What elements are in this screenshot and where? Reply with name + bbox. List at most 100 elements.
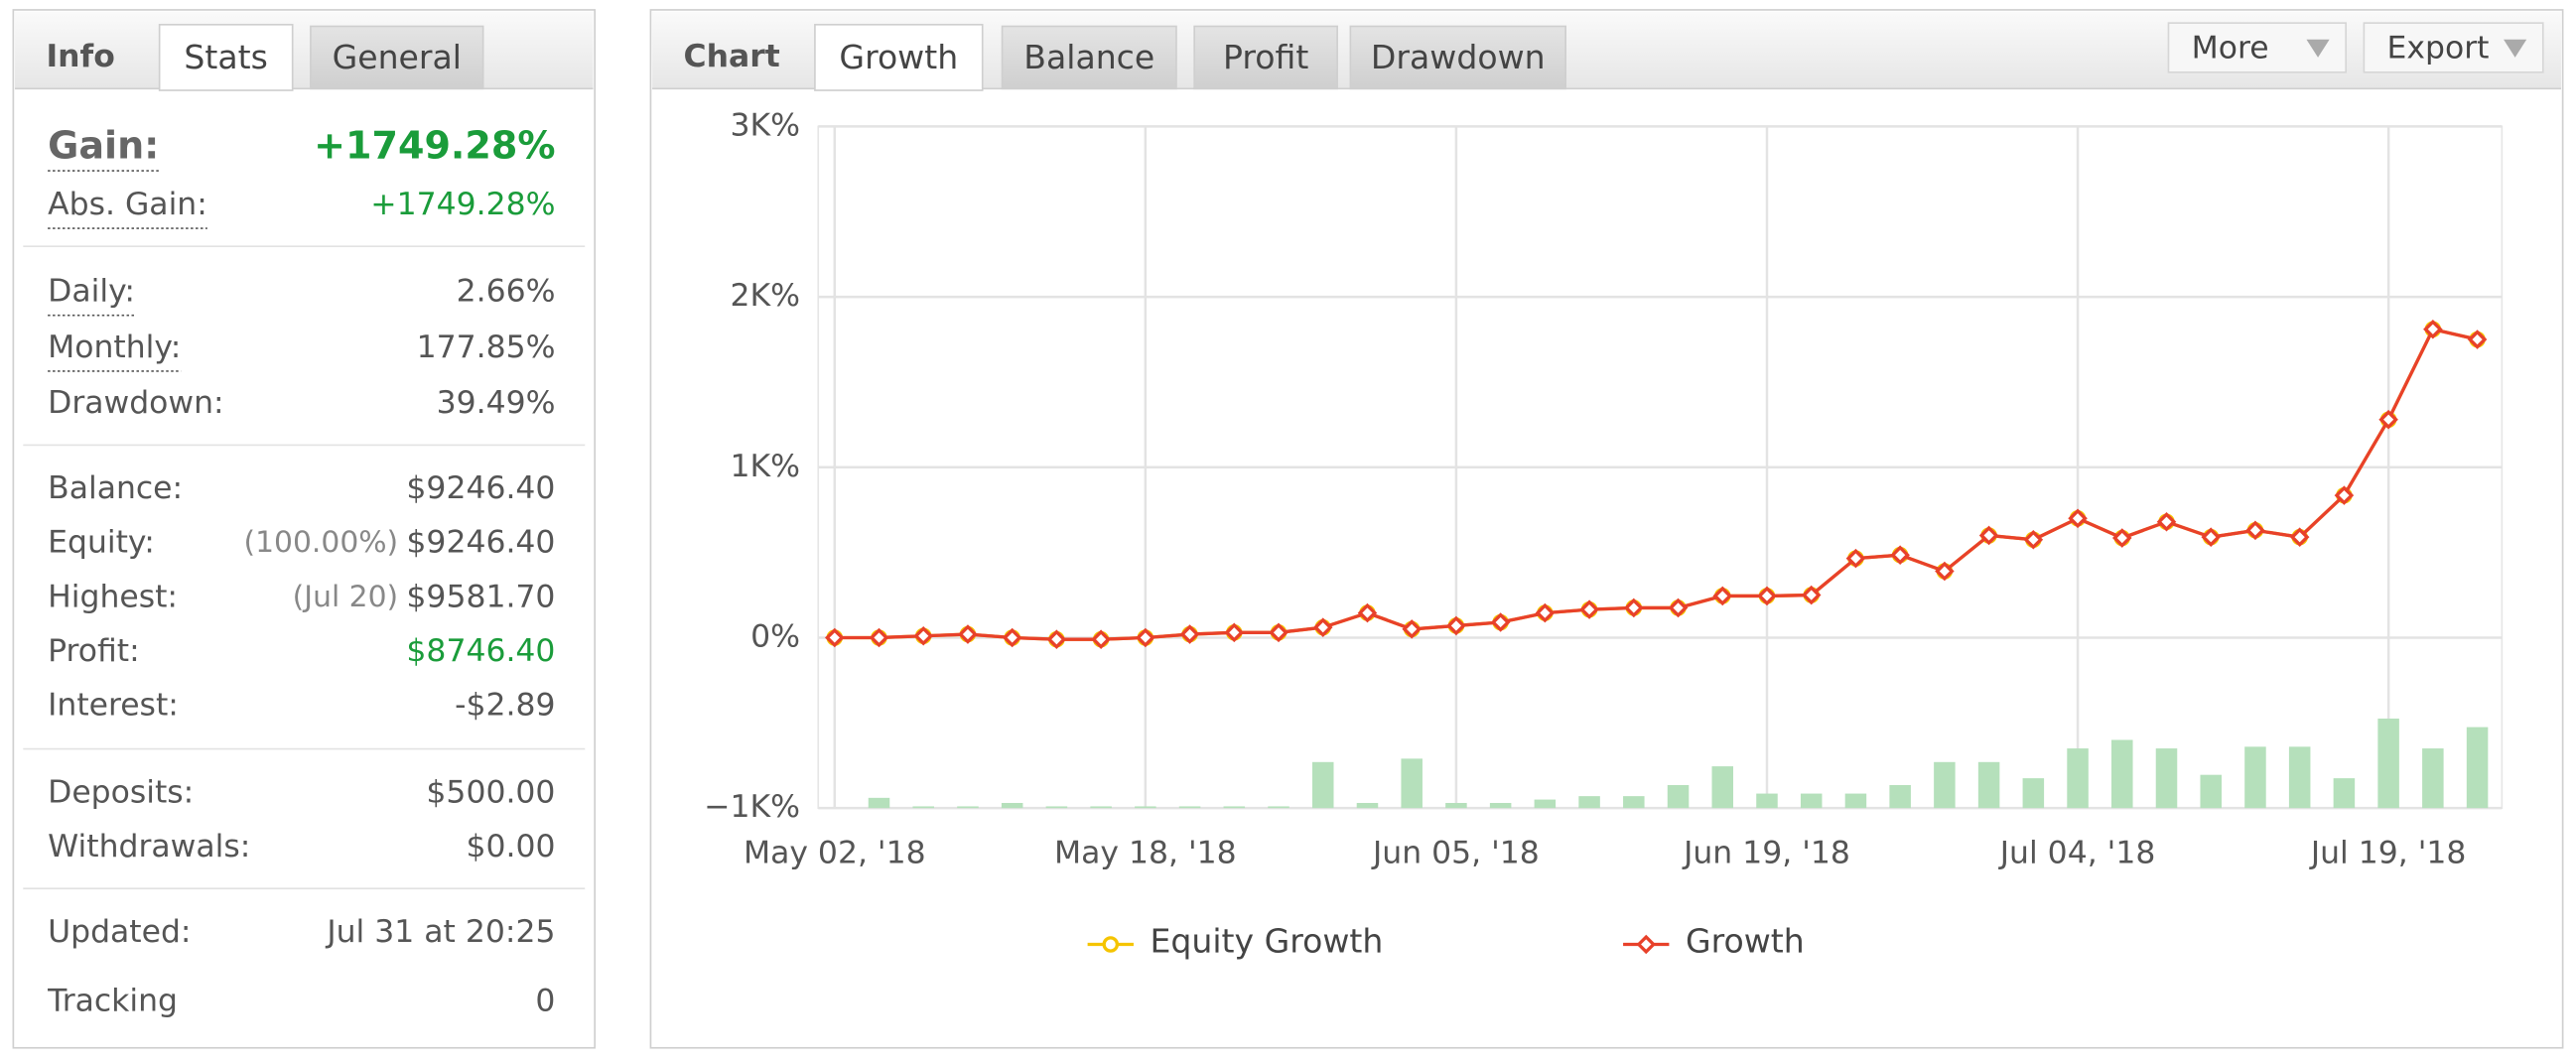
tab-label[interactable]: Stats — [184, 38, 267, 76]
point — [1490, 612, 1511, 632]
stat-value: $0.00 — [466, 829, 555, 864]
legend-label[interactable]: Equity Growth — [1150, 921, 1383, 960]
stat-value: $8746.40 — [406, 633, 555, 669]
tab[interactable] — [1349, 25, 1566, 90]
stat-label: Gain: — [48, 123, 159, 167]
bar — [2200, 774, 2222, 809]
bar — [1001, 803, 1023, 809]
button-label[interactable]: Export — [2387, 31, 2490, 66]
stat-label: Equity: — [48, 525, 155, 561]
bar — [2422, 748, 2444, 809]
legend-label[interactable]: Growth — [1686, 921, 1805, 960]
stat-label: Withdrawals: — [48, 829, 250, 864]
bar — [1756, 793, 1778, 809]
tab-label[interactable]: Balance — [1023, 38, 1154, 76]
y-tick-label: 1K% — [731, 449, 801, 484]
point — [2245, 520, 2265, 541]
bar — [1800, 793, 1823, 809]
bar — [2067, 748, 2089, 809]
bar — [1934, 761, 1956, 809]
point — [1179, 624, 1200, 644]
stat-value: 0 — [535, 983, 555, 1018]
point — [1224, 622, 1245, 643]
point — [1357, 602, 1378, 623]
stat-label: Interest: — [48, 688, 179, 724]
bar — [2155, 748, 2178, 809]
point — [1935, 561, 1955, 582]
bar — [1356, 803, 1379, 809]
tab[interactable] — [814, 23, 984, 91]
stat-label: Deposits: — [48, 774, 194, 810]
panel-title: Chart — [684, 39, 780, 74]
bar — [2377, 719, 2399, 809]
point — [1136, 627, 1155, 648]
stat-label: Abs. Gain: — [48, 187, 207, 222]
point — [2201, 527, 2222, 547]
bar — [1489, 803, 1512, 809]
stat-label: Daily: — [48, 274, 135, 310]
y-tick-label: 0% — [750, 618, 800, 654]
bar — [1223, 806, 1246, 809]
stat-value: Jul 31 at 20:25 — [325, 914, 555, 950]
point — [2467, 330, 2488, 349]
tab[interactable] — [1193, 25, 1338, 90]
bar — [2288, 746, 2311, 809]
stat-value: 2.66% — [457, 274, 556, 310]
y-tick-label: 3K% — [731, 107, 801, 143]
point — [1446, 615, 1466, 636]
point — [1402, 619, 1422, 639]
bar — [1090, 806, 1112, 809]
info-header — [15, 11, 594, 89]
point — [958, 624, 978, 644]
point — [1312, 617, 1333, 637]
point — [1978, 525, 1999, 546]
stat-label: Profit: — [48, 633, 140, 669]
stat-value: $9581.70 — [406, 579, 555, 614]
x-tick-label: Jul 19, '18 — [2309, 835, 2467, 870]
tab-label[interactable]: Profit — [1223, 38, 1308, 76]
tab[interactable] — [1001, 25, 1177, 90]
bar — [1445, 803, 1467, 809]
tab-label[interactable]: Growth — [839, 38, 958, 76]
legend-marker — [1636, 934, 1657, 955]
point — [2023, 529, 2044, 550]
bar — [1534, 799, 1557, 809]
point — [2423, 319, 2443, 339]
stat-label: Highest: — [48, 579, 178, 614]
dropdown-arrow[interactable] — [2504, 39, 2527, 58]
point — [913, 625, 934, 646]
stat-value: -$2.89 — [455, 688, 555, 724]
button-label[interactable]: More — [2192, 31, 2269, 66]
tab[interactable] — [158, 23, 294, 91]
point — [1890, 545, 1910, 565]
info-panel — [12, 9, 597, 1049]
bar — [2466, 727, 2489, 809]
stat-label: Tracking — [47, 983, 178, 1018]
bar — [1268, 806, 1289, 809]
bar — [912, 806, 934, 809]
stat-note: (100.00%) — [243, 525, 398, 560]
stat-value: 177.85% — [417, 330, 556, 365]
tab[interactable] — [310, 25, 484, 90]
bar — [1578, 796, 1600, 809]
stat-value: $9246.40 — [406, 470, 555, 506]
bar — [1178, 806, 1201, 809]
bar — [1711, 766, 1734, 809]
tab-label[interactable]: General — [333, 38, 462, 76]
point — [824, 627, 845, 648]
bar — [2244, 746, 2266, 809]
y-tick-label: 2K% — [731, 278, 801, 314]
point — [1801, 585, 1822, 605]
dropdown-arrow[interactable] — [2306, 39, 2330, 58]
point — [2289, 527, 2310, 547]
point — [2378, 409, 2398, 430]
x-tick-label: May 02, '18 — [744, 835, 926, 870]
x-tick-label: May 18, '18 — [1054, 835, 1237, 870]
stat-value: 39.49% — [437, 385, 556, 421]
point — [2068, 508, 2088, 529]
bar — [1623, 796, 1645, 809]
stat-note: (Jul 20) — [293, 580, 398, 614]
tab-label[interactable]: Drawdown — [1371, 38, 1546, 76]
stat-label: Balance: — [48, 470, 183, 506]
bar — [1311, 761, 1334, 809]
